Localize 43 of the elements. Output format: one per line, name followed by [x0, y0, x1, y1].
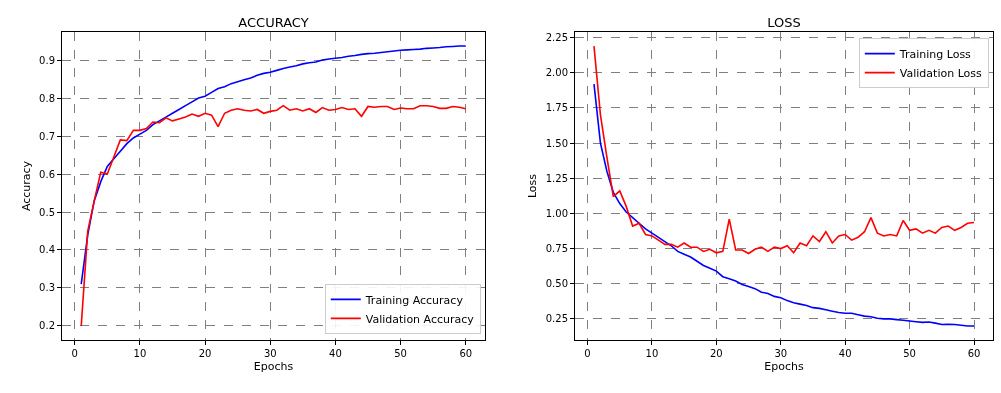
y-tick-label: 2.00	[545, 67, 568, 79]
x-tick-label: 40	[329, 348, 342, 359]
x-axis-title: Epochs	[764, 360, 804, 374]
x-tick-label: 40	[838, 348, 852, 359]
legend-label: Training Accuracy	[364, 293, 464, 307]
chart-title: ACCURACY	[238, 15, 309, 30]
x-tick-label: 20	[710, 348, 723, 359]
x-tick-label: 20	[198, 348, 212, 359]
y-tick-label: 1.00	[545, 207, 568, 219]
x-tick-label: 60	[967, 348, 981, 359]
y-tick-label: 0.6	[39, 168, 55, 180]
x-tick-label: 0	[584, 348, 591, 359]
y-tick-label: 0.8	[39, 92, 55, 104]
y-tick-label: 0.2	[39, 320, 55, 332]
y-tick-label: 0.9	[39, 54, 55, 66]
x-tick-label: 0	[71, 348, 78, 359]
x-tick-label: 10	[133, 348, 147, 359]
y-tick-label: 0.7	[39, 130, 55, 142]
y-tick-label: 0.3	[39, 282, 55, 294]
y-tick-label: 1.25	[545, 172, 568, 184]
x-tick-label: 30	[774, 348, 788, 359]
x-tick-label: 50	[903, 348, 916, 359]
legend-label: Training Loss	[898, 47, 972, 61]
y-tick-label: 1.50	[545, 137, 568, 149]
x-tick-label: 10	[645, 348, 659, 359]
y-tick-label: 0.75	[545, 243, 568, 255]
y-axis-title: Loss	[526, 173, 540, 199]
line-series	[593, 83, 975, 327]
y-tick-label: 2.25	[545, 32, 568, 44]
legend-label: Validation Accuracy	[365, 312, 475, 326]
line-series	[80, 45, 467, 285]
y-axis-title: Accuracy	[19, 160, 33, 212]
y-tick-label: 0.5	[39, 206, 55, 218]
y-tick-label: 0.50	[545, 278, 568, 290]
y-tick-label: 0.4	[39, 244, 55, 256]
x-tick-label: 30	[263, 348, 277, 359]
chart-title: LOSS	[767, 15, 801, 30]
x-tick-label: 60	[459, 348, 473, 359]
y-tick-label: 0.25	[545, 313, 568, 325]
x-tick-label: 50	[394, 348, 407, 359]
y-tick-label: 1.75	[545, 102, 568, 114]
x-axis-title: Epochs	[253, 360, 294, 374]
legend-label: Validation Loss	[899, 66, 983, 80]
